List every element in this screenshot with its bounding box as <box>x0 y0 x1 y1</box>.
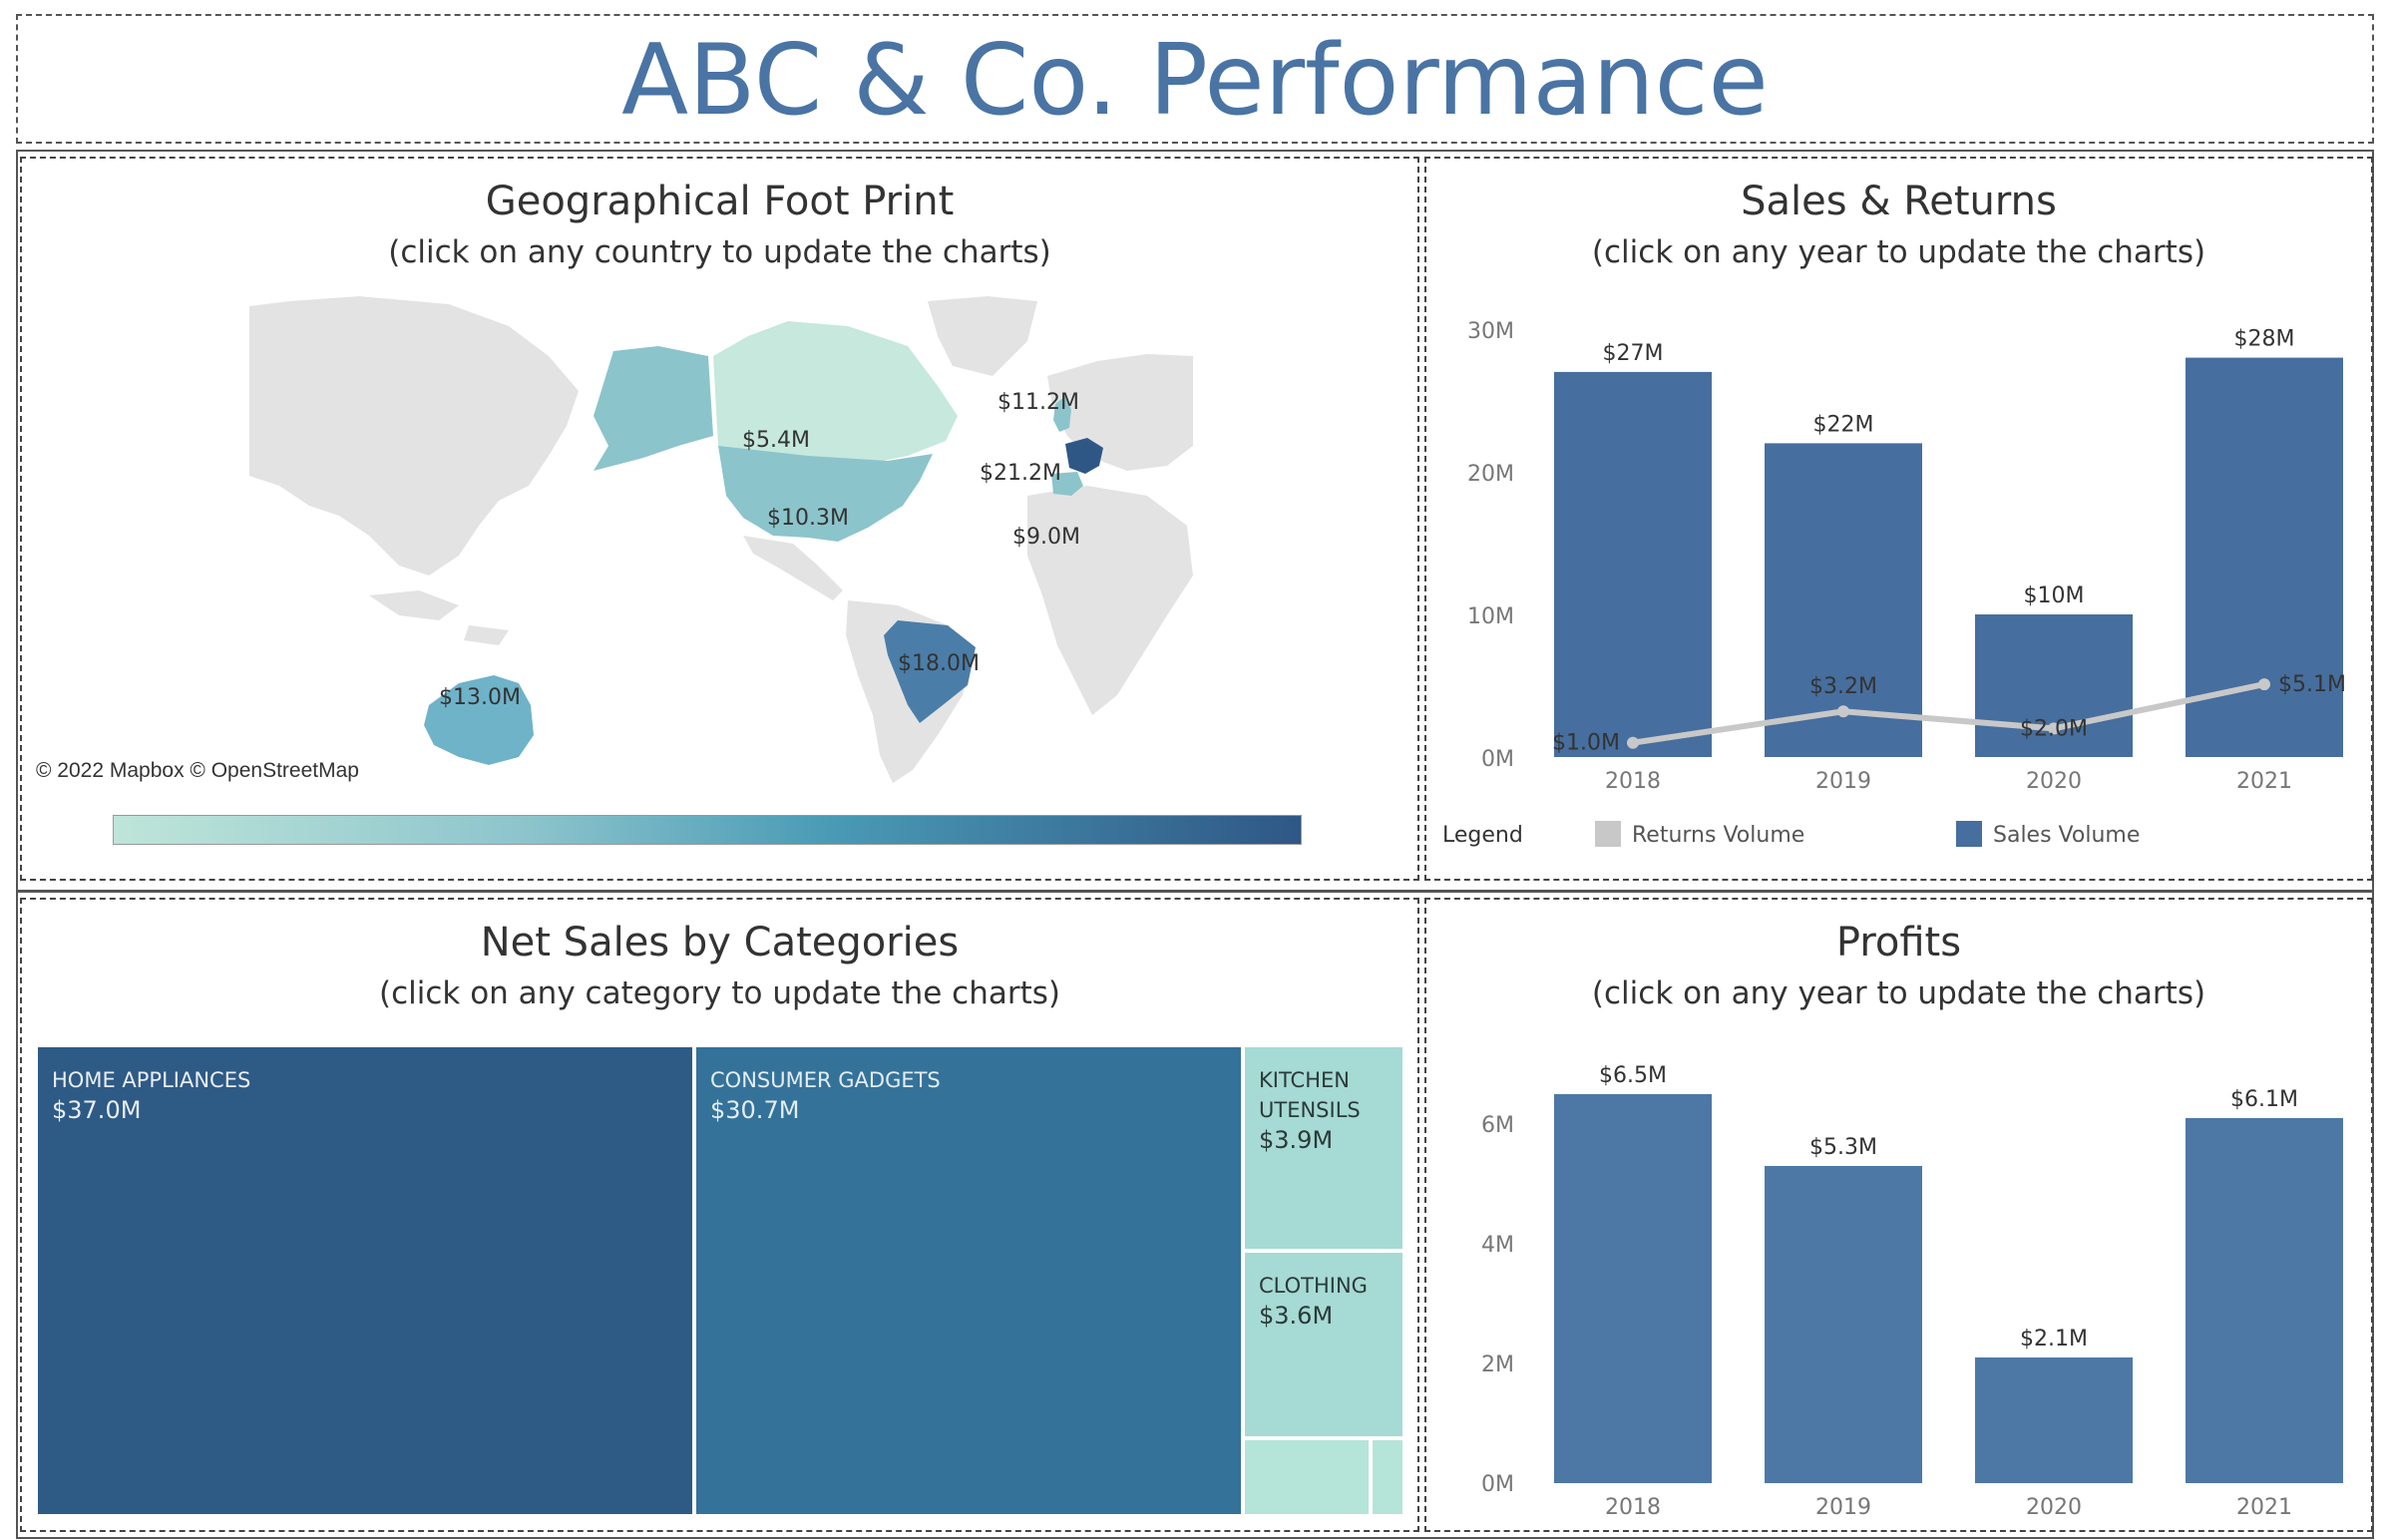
bar-sales-2019[interactable] <box>1765 443 1922 757</box>
returns-value-label: $3.2M <box>1809 674 1877 699</box>
label-australia: $13.0M <box>439 685 521 710</box>
bar-value-label: $10M <box>2024 583 2085 608</box>
australia-country[interactable] <box>424 675 534 765</box>
bar-value-label: $6.5M <box>1599 1063 1667 1088</box>
y-tick-label: 6M <box>1481 1113 1514 1138</box>
france-country[interactable] <box>1065 438 1103 474</box>
label-france: $21.2M <box>980 461 1061 486</box>
brazil-country[interactable] <box>884 620 976 723</box>
x-tick-label: 2020 <box>2026 769 2082 794</box>
returns-value-label: $1.0M <box>1552 731 1620 756</box>
bar-sales-2018[interactable] <box>1554 371 1712 757</box>
x-tick-label: 2021 <box>2236 769 2292 794</box>
y-tick-label: 30M <box>1467 319 1514 344</box>
label-usa: $10.3M <box>767 506 849 531</box>
sales-returns-subtitle: (click on any year to update the charts) <box>1591 234 2206 270</box>
x-tick-label: 2020 <box>2026 1495 2082 1520</box>
legend-returns-swatch <box>1595 821 1621 847</box>
bar-value-label: $28M <box>2234 327 2295 352</box>
category-value: $3.9M <box>1259 1126 1334 1154</box>
label-brazil: $18.0M <box>898 651 980 676</box>
sales-returns-panel: Sales & Returns (click on any year to up… <box>1424 157 2373 881</box>
treemap-kitchen-utensils[interactable]: KITCHEN UTENSILS $3.9M <box>1243 1045 1404 1251</box>
bar-profit-2018[interactable] <box>1554 1094 1712 1483</box>
sales-returns-title: Sales & Returns <box>1741 179 2057 224</box>
returns-line <box>1632 681 2265 746</box>
category-value: $30.7M <box>710 1096 800 1124</box>
geo-title: Geographical Foot Print <box>485 179 955 224</box>
greenland-landmass <box>928 296 1037 376</box>
returns-point <box>2258 678 2270 691</box>
x-tick-label: 2019 <box>1815 769 1871 794</box>
bar-sales-2021[interactable] <box>2186 357 2343 757</box>
bottom-row-frame <box>16 891 2374 1539</box>
y-tick-label: 4M <box>1481 1233 1514 1258</box>
y-tick-label: 2M <box>1481 1352 1514 1377</box>
profits-subtitle: (click on any year to update the charts) <box>1591 975 2206 1011</box>
africa-landmass <box>1027 486 1193 715</box>
legend-sales-label: Sales Volume <box>1993 823 2141 848</box>
usa-country[interactable] <box>718 446 933 542</box>
y-tick-label: 10M <box>1467 604 1514 629</box>
x-tick-label: 2018 <box>1605 1495 1661 1520</box>
returns-point <box>1627 736 1639 749</box>
legend-sales-swatch <box>1956 821 1982 847</box>
y-tick-label: 0M <box>1481 747 1514 772</box>
bar-value-label: $22M <box>1813 412 1874 437</box>
categories-panel: Net Sales by Categories (click on any ca… <box>20 898 1419 1532</box>
returns-point <box>2048 722 2060 735</box>
treemap-consumer-gadgets[interactable]: CONSUMER GADGETS $30.7M <box>694 1045 1243 1516</box>
se-asia-islands <box>369 590 509 645</box>
spain-country[interactable] <box>1051 472 1083 496</box>
world-map[interactable] <box>249 296 1193 785</box>
category-name: CONSUMER GADGETS <box>710 1068 941 1092</box>
profits-chart[interactable]: 0M 2M 4M 6M $6.5M 2018 $5.3M 2019 $2.1M 2020 $6.1M… <box>1426 900 2375 1534</box>
bar-value-label: $5.3M <box>1809 1135 1877 1160</box>
bar-value-label: $6.1M <box>2230 1087 2298 1112</box>
bar-profit-2020[interactable] <box>1975 1357 2133 1483</box>
canada-country[interactable] <box>713 321 958 464</box>
sales-returns-chart[interactable]: 0M 10M 20M 30M $27M 2018 $22M 2019 $10M 2020 $28M 2… <box>1426 159 2375 883</box>
asia-landmass <box>249 296 579 576</box>
alaska-region[interactable] <box>594 346 713 471</box>
treemap-small-category-2[interactable] <box>1371 1438 1404 1516</box>
bar-profit-2021[interactable] <box>2186 1118 2343 1483</box>
treemap-clothing[interactable]: CLOTHING $3.6M <box>1243 1251 1404 1438</box>
label-uk: $11.2M <box>997 390 1079 415</box>
label-spain: $9.0M <box>1012 525 1080 550</box>
category-name: KITCHEN UTENSILS <box>1259 1068 1361 1122</box>
category-value: $3.6M <box>1259 1302 1334 1330</box>
category-name: HOME APPLIANCES <box>52 1068 251 1092</box>
bar-profit-2019[interactable] <box>1765 1166 1922 1483</box>
x-tick-label: 2018 <box>1605 769 1661 794</box>
returns-point <box>1837 705 1849 718</box>
treemap: HOME APPLIANCES $37.0M CONSUMER GADGETS … <box>36 1045 1404 1516</box>
category-value: $37.0M <box>52 1096 142 1124</box>
categories-title: Net Sales by Categories <box>480 920 960 965</box>
categories-subtitle: (click on any category to update the cha… <box>379 975 1060 1011</box>
y-tick-label: 0M <box>1481 1472 1514 1497</box>
treemap-small-category-1[interactable] <box>1243 1438 1371 1516</box>
label-canada: $5.4M <box>742 428 810 453</box>
x-tick-label: 2021 <box>2236 1495 2292 1520</box>
color-scale-legend <box>113 815 1302 845</box>
category-name: CLOTHING <box>1259 1274 1368 1298</box>
y-tick-label: 20M <box>1467 462 1514 487</box>
treemap-home-appliances[interactable]: HOME APPLIANCES $37.0M <box>36 1045 694 1516</box>
profits-title: Profits <box>1835 920 1962 965</box>
returns-value-label: $2.0M <box>2020 716 2088 741</box>
legend-returns-label: Returns Volume <box>1632 823 1805 848</box>
profits-panel: Profits (click on any year to update the… <box>1424 898 2373 1532</box>
geo-panel: Geographical Foot Print (click on any co… <box>20 157 1419 881</box>
uk-country[interactable] <box>1053 396 1071 432</box>
dashboard-title: ABC & Co. Performance <box>16 14 2374 144</box>
returns-value-label: $5.1M <box>2278 672 2346 697</box>
map-credit: © 2022 Mapbox © OpenStreetMap <box>36 759 359 782</box>
central-america <box>743 536 843 600</box>
legend-title: Legend <box>1442 823 1523 848</box>
bar-value-label: $27M <box>1603 341 1664 366</box>
geo-subtitle: (click on any country to update the char… <box>388 234 1051 270</box>
x-tick-label: 2019 <box>1815 1495 1871 1520</box>
bar-value-label: $2.1M <box>2020 1327 2088 1351</box>
